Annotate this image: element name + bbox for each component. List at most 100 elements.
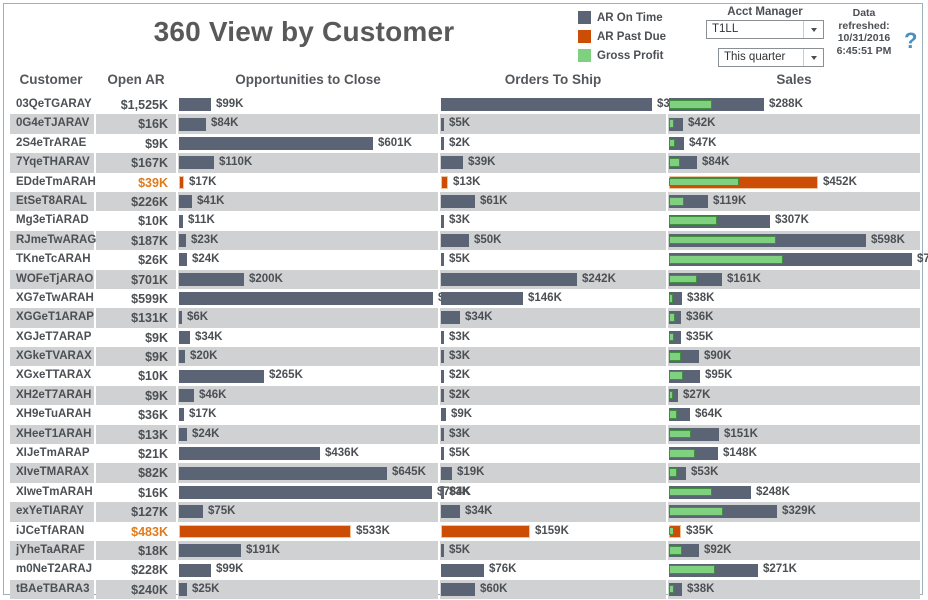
table-row[interactable]: XGkeTVARAX $9K $20K $3K $90K (4, 347, 922, 367)
orders-cell: $39K (440, 153, 666, 173)
value-bar (441, 524, 530, 538)
value-bar (441, 544, 444, 558)
table-row[interactable]: XH2eT7ARAH $9K $46K $2K $27K (4, 385, 922, 406)
row-band (440, 347, 666, 367)
customer-cell: XGGeT1ARAP (10, 308, 94, 328)
bar-value-label: $27K (683, 388, 711, 401)
table-row[interactable]: XGxeTTARAX $10K $265K $2K $95K (4, 366, 922, 385)
value-bar (441, 330, 444, 344)
row-band (96, 191, 176, 212)
table-row[interactable]: iJCeTfARAN $483K $533K $159K $35K (4, 522, 922, 541)
opportunities-cell: $24K (178, 424, 438, 445)
table-row[interactable]: XGJeT7ARAP $9K $34K $3K $35K (4, 328, 922, 347)
value-bar (441, 292, 523, 306)
orders-cell: $61K (440, 191, 666, 212)
table-row[interactable]: jYheTaARAF $18K $191K $5K $92K (4, 540, 922, 561)
table-row[interactable]: WOFeTjARAO $701K $200K $242K $161K (4, 269, 922, 289)
customer-cell: XIJeTmARAP (10, 444, 94, 463)
customer-name: XG7eTwARAH (16, 291, 94, 304)
table-row[interactable]: XIweTmARAH $16K $784K $3K $248K (4, 483, 922, 502)
bar-value-label: $3K (449, 427, 471, 440)
customer-name: m0NeT2ARAJ (16, 563, 93, 576)
table-row[interactable]: 7YqeTHARAV $167K $110K $39K $84K (4, 153, 922, 173)
open-ar-cell: $10K (96, 366, 176, 385)
value-bar (441, 195, 475, 209)
bar-value-label: $34K (465, 505, 493, 518)
chevron-down-icon[interactable] (803, 49, 823, 66)
bar-value-label: $24K (192, 253, 220, 266)
open-ar-cell: $483K (96, 522, 176, 541)
row-band (668, 308, 920, 328)
row-band (440, 444, 666, 463)
orders-cell: $376K (440, 95, 691, 114)
customer-name: 7YqeTHARAV (16, 156, 90, 169)
gross-profit-bar (669, 100, 712, 109)
sales-cell: $27K (668, 385, 920, 406)
open-ar-cell: $18K (96, 540, 176, 561)
value-bar (179, 292, 433, 306)
open-ar-cell: $82K (96, 463, 176, 483)
orders-cell: $19K (440, 463, 666, 483)
bar-value-label: $271K (763, 563, 797, 576)
customer-cell: Mg3eTiARAD (10, 211, 94, 230)
table-row[interactable]: XIJeTmARAP $21K $436K $5K $148K (4, 444, 922, 463)
open-ar-value: $9K (145, 350, 168, 365)
open-ar-value: $10K (138, 214, 168, 229)
table-row[interactable]: m0NeT2ARAJ $228K $99K $76K $271K (4, 560, 922, 579)
question-mark-icon[interactable]: ? (904, 28, 918, 53)
customer-cell: XG7eTwARAH (10, 289, 94, 308)
opportunities-cell: $200K (178, 269, 438, 289)
table-row[interactable]: XH9eTuARAH $36K $17K $9K $64K (4, 405, 922, 424)
period-select[interactable]: This quarter (718, 48, 824, 67)
orders-cell: $50K (440, 230, 666, 251)
acct-manager-select[interactable]: T1LL (706, 20, 824, 39)
open-ar-cell: $36K (96, 405, 176, 424)
table-row[interactable]: XG7eTwARAH $599K $788K $146K $38K (4, 289, 922, 308)
gross-profit-bar (669, 177, 739, 187)
row-band (668, 114, 920, 134)
customer-name: Mg3eTiARAD (16, 214, 89, 227)
opportunities-cell: $110K (178, 153, 438, 173)
value-bar (179, 582, 187, 596)
row-band (178, 502, 438, 522)
open-ar-cell: $167K (96, 153, 176, 173)
legend-label: Gross Profit (597, 49, 664, 62)
customer-name: XGkeTVARAX (16, 350, 92, 363)
sales-cell: $329K (668, 502, 920, 522)
table-row[interactable]: 2S4eTrARAE $9K $601K $2K $47K (4, 134, 922, 153)
sales-cell: $452K (668, 173, 920, 192)
value-bar (179, 408, 184, 422)
chevron-down-icon[interactable] (803, 21, 823, 38)
table-row[interactable]: TKneTcARAH $26K $24K $5K $738K (4, 250, 928, 269)
customer-name: iJCeTfARAN (16, 524, 85, 537)
customer-cell: XGJeT7ARAP (10, 328, 94, 347)
table-row[interactable]: EDdeTmARAH $39K $17K $13K $452K (4, 173, 922, 192)
table-row[interactable]: RJmeTwARAG $187K $23K $50K $598K (4, 230, 922, 251)
table-row[interactable]: 0G4eTJARAV $16K $84K $5K $42K (4, 114, 922, 134)
row-band (440, 308, 666, 328)
open-ar-cell: $39K (96, 173, 176, 192)
open-ar-value: $127K (131, 505, 168, 520)
table-row[interactable]: XHeeT1ARAH $13K $24K $3K $151K (4, 424, 922, 445)
customer-name: RJmeTwARAG (16, 233, 97, 246)
table-row[interactable]: Mg3eTiARAD $10K $11K $3K $307K (4, 211, 922, 230)
table-row[interactable]: tBAeTBARA3 $240K $25K $60K $38K (4, 579, 922, 600)
customer-name: EDdeTmARAH (16, 175, 96, 188)
table-row[interactable]: exYeTIARAY $127K $75K $34K $329K (4, 502, 922, 522)
value-bar (179, 466, 387, 480)
gross-profit-bar (669, 371, 683, 381)
orders-cell: $76K (440, 560, 666, 579)
gross-profit-bar (669, 235, 776, 245)
bar-value-label: $2K (449, 388, 471, 401)
table-row[interactable]: 03QeTGARAY $1,525K $99K $376K $288K (4, 95, 922, 114)
page-title: 360 View by Customer (153, 16, 455, 47)
row-band (440, 366, 666, 385)
table-row[interactable]: EtSeT8ARAL $226K $41K $61K $119K (4, 191, 922, 212)
table-row[interactable]: XIveTMARAX $82K $645K $19K $53K (4, 463, 922, 483)
gross-profit-bar (669, 429, 691, 439)
bar-value-label: $161K (727, 272, 761, 285)
legend-swatch-icon (578, 30, 591, 43)
customer-name: XGGeT1ARAP (16, 311, 94, 324)
gross-profit-bar (669, 410, 677, 419)
table-row[interactable]: XGGeT1ARAP $131K $6K $34K $36K (4, 308, 922, 328)
